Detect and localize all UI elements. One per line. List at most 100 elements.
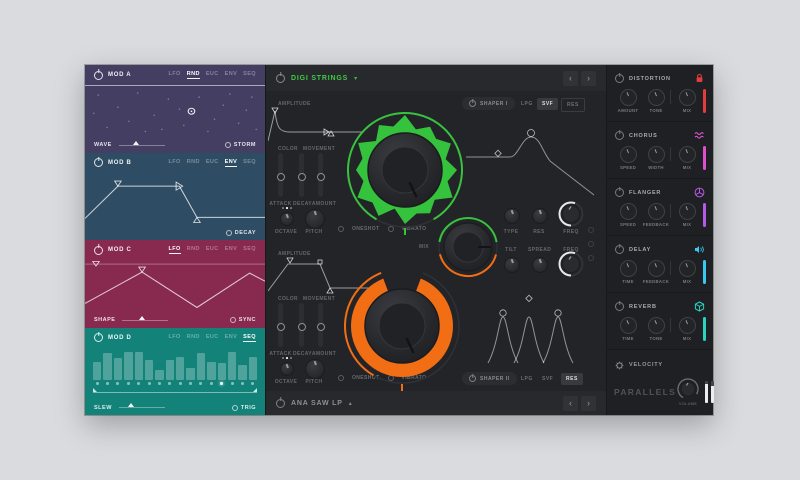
tab-env[interactable]: ENV bbox=[224, 333, 238, 340]
power-icon[interactable] bbox=[469, 375, 476, 382]
mod-a-display[interactable] bbox=[85, 85, 265, 138]
tab-seq[interactable]: SEQ bbox=[243, 158, 256, 165]
tab-lfo[interactable]: LFO bbox=[168, 158, 181, 165]
feedback-knob[interactable] bbox=[647, 260, 665, 277]
delay-level-slider[interactable] bbox=[703, 260, 706, 284]
shaper2-pill[interactable]: SHAPER II bbox=[462, 372, 517, 385]
mod-slot-dot[interactable] bbox=[588, 241, 594, 247]
shaper2-res-button[interactable]: RES bbox=[561, 373, 583, 385]
seq-step[interactable] bbox=[238, 352, 247, 385]
trig-toggle[interactable]: TRIG bbox=[231, 404, 256, 411]
tab-seq[interactable]: SEQ bbox=[243, 246, 256, 252]
tab-euc[interactable]: EUC bbox=[205, 71, 219, 77]
tab-rnd[interactable]: RND bbox=[186, 333, 200, 340]
tab-euc[interactable]: EUC bbox=[205, 158, 219, 165]
seq-step[interactable] bbox=[207, 352, 216, 385]
attack-slider[interactable] bbox=[278, 153, 283, 197]
power-icon[interactable] bbox=[94, 70, 103, 80]
res-knob[interactable] bbox=[532, 208, 548, 224]
tab-env[interactable]: ENV bbox=[224, 71, 238, 77]
shape-slider[interactable] bbox=[122, 315, 169, 321]
slew-slider[interactable] bbox=[118, 403, 165, 408]
freq-knob-1[interactable] bbox=[557, 200, 585, 228]
power-icon[interactable] bbox=[94, 158, 103, 167]
tilt-knob[interactable] bbox=[504, 257, 520, 273]
decay-slider[interactable] bbox=[299, 153, 304, 197]
mix-knob[interactable] bbox=[678, 260, 696, 277]
mix-knob[interactable] bbox=[678, 146, 696, 163]
tab-rnd[interactable]: RND bbox=[186, 71, 200, 79]
seq-step[interactable] bbox=[217, 352, 226, 385]
mix-knob[interactable] bbox=[678, 203, 696, 220]
shaper2-curve[interactable] bbox=[466, 290, 602, 370]
spread-knob[interactable] bbox=[532, 257, 548, 273]
power-icon[interactable] bbox=[276, 398, 285, 408]
tone-knob[interactable] bbox=[647, 89, 665, 106]
speed-knob[interactable] bbox=[619, 146, 637, 163]
tab-euc[interactable]: EUC bbox=[205, 333, 219, 340]
tab-rnd[interactable]: RND bbox=[186, 246, 200, 252]
preset-title[interactable]: DIGI STRINGS bbox=[291, 74, 349, 82]
pitch-knob[interactable] bbox=[305, 209, 325, 229]
seq-step[interactable] bbox=[186, 352, 195, 385]
next-preset-button[interactable]: › bbox=[581, 395, 596, 411]
shaper2-svf-button[interactable]: SVF bbox=[542, 376, 554, 382]
osc-top-morph-knob[interactable] bbox=[340, 105, 470, 235]
decay-slider[interactable] bbox=[299, 303, 304, 347]
tab-lfo[interactable]: LFO bbox=[168, 71, 181, 77]
seq-step[interactable] bbox=[134, 351, 143, 385]
octave-knob[interactable] bbox=[280, 212, 294, 226]
shaper2-lpg-button[interactable]: LPG bbox=[521, 376, 533, 382]
freq-knob-2[interactable] bbox=[557, 250, 585, 278]
shaper1-curve[interactable] bbox=[466, 117, 602, 199]
osc-bottom-morph-knob[interactable] bbox=[337, 261, 467, 391]
feedback-knob[interactable] bbox=[647, 203, 665, 220]
mix-knob[interactable] bbox=[433, 212, 503, 282]
tab-seq[interactable]: SEQ bbox=[243, 333, 256, 342]
tab-env[interactable]: ENV bbox=[224, 158, 238, 167]
power-icon[interactable] bbox=[615, 188, 624, 197]
decay-toggle[interactable]: DECAY bbox=[225, 229, 256, 236]
mix-knob[interactable] bbox=[678, 89, 696, 106]
wave-slider[interactable] bbox=[118, 140, 165, 146]
velocity-row[interactable]: VELOCITY bbox=[607, 350, 713, 372]
amp-envelope-bottom[interactable] bbox=[268, 255, 394, 295]
seq-step[interactable] bbox=[144, 352, 154, 385]
mod-slot-dot[interactable] bbox=[588, 255, 594, 261]
type-knob[interactable] bbox=[504, 208, 520, 224]
power-icon[interactable] bbox=[94, 245, 103, 255]
shaper1-lpg-button[interactable]: LPG bbox=[521, 101, 533, 107]
reverb-level-slider[interactable] bbox=[703, 317, 706, 341]
amp-envelope-top[interactable] bbox=[268, 107, 394, 143]
seq-step[interactable] bbox=[227, 351, 237, 385]
tab-euc[interactable]: EUC bbox=[205, 246, 219, 252]
sync-toggle[interactable]: SYNC bbox=[229, 317, 256, 323]
next-preset-button[interactable]: › bbox=[581, 70, 596, 86]
seq-step[interactable] bbox=[103, 352, 112, 385]
bottom-preset-title[interactable]: ANA SAW LP bbox=[291, 399, 343, 407]
seq-step[interactable] bbox=[113, 352, 123, 385]
power-icon[interactable] bbox=[94, 333, 103, 342]
storm-toggle[interactable]: STORM bbox=[224, 142, 256, 148]
shaper1-pill[interactable]: SHAPER I bbox=[462, 97, 515, 110]
amount-knob[interactable] bbox=[619, 89, 637, 106]
tab-seq[interactable]: SEQ bbox=[243, 71, 256, 77]
chevron-down-icon[interactable]: ▾ bbox=[354, 75, 358, 82]
flanger-level-slider[interactable] bbox=[703, 203, 706, 227]
mod-b-display[interactable] bbox=[85, 173, 265, 226]
seq-step[interactable] bbox=[93, 352, 102, 385]
mod-d-display[interactable] bbox=[85, 348, 265, 401]
seq-range-slider[interactable] bbox=[93, 388, 257, 393]
oneshot-toggle[interactable] bbox=[338, 375, 344, 381]
power-icon[interactable] bbox=[615, 245, 624, 254]
tab-env[interactable]: ENV bbox=[224, 246, 238, 252]
octave-knob[interactable] bbox=[280, 362, 294, 376]
power-icon[interactable] bbox=[276, 73, 285, 83]
power-icon[interactable] bbox=[615, 74, 624, 83]
tone-knob[interactable] bbox=[647, 317, 665, 334]
chorus-level-slider[interactable] bbox=[703, 146, 706, 170]
oneshot-toggle[interactable] bbox=[338, 226, 344, 232]
power-icon[interactable] bbox=[615, 302, 624, 311]
distortion-level-slider[interactable] bbox=[703, 89, 706, 113]
attack-slider[interactable] bbox=[278, 303, 283, 347]
